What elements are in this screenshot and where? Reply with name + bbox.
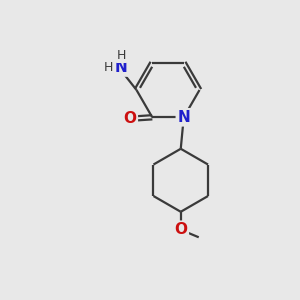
- Text: H: H: [104, 61, 113, 74]
- Text: O: O: [123, 111, 136, 126]
- Text: N: N: [115, 60, 128, 75]
- Text: O: O: [174, 222, 187, 237]
- Text: H: H: [117, 49, 126, 62]
- Text: N: N: [177, 110, 190, 125]
